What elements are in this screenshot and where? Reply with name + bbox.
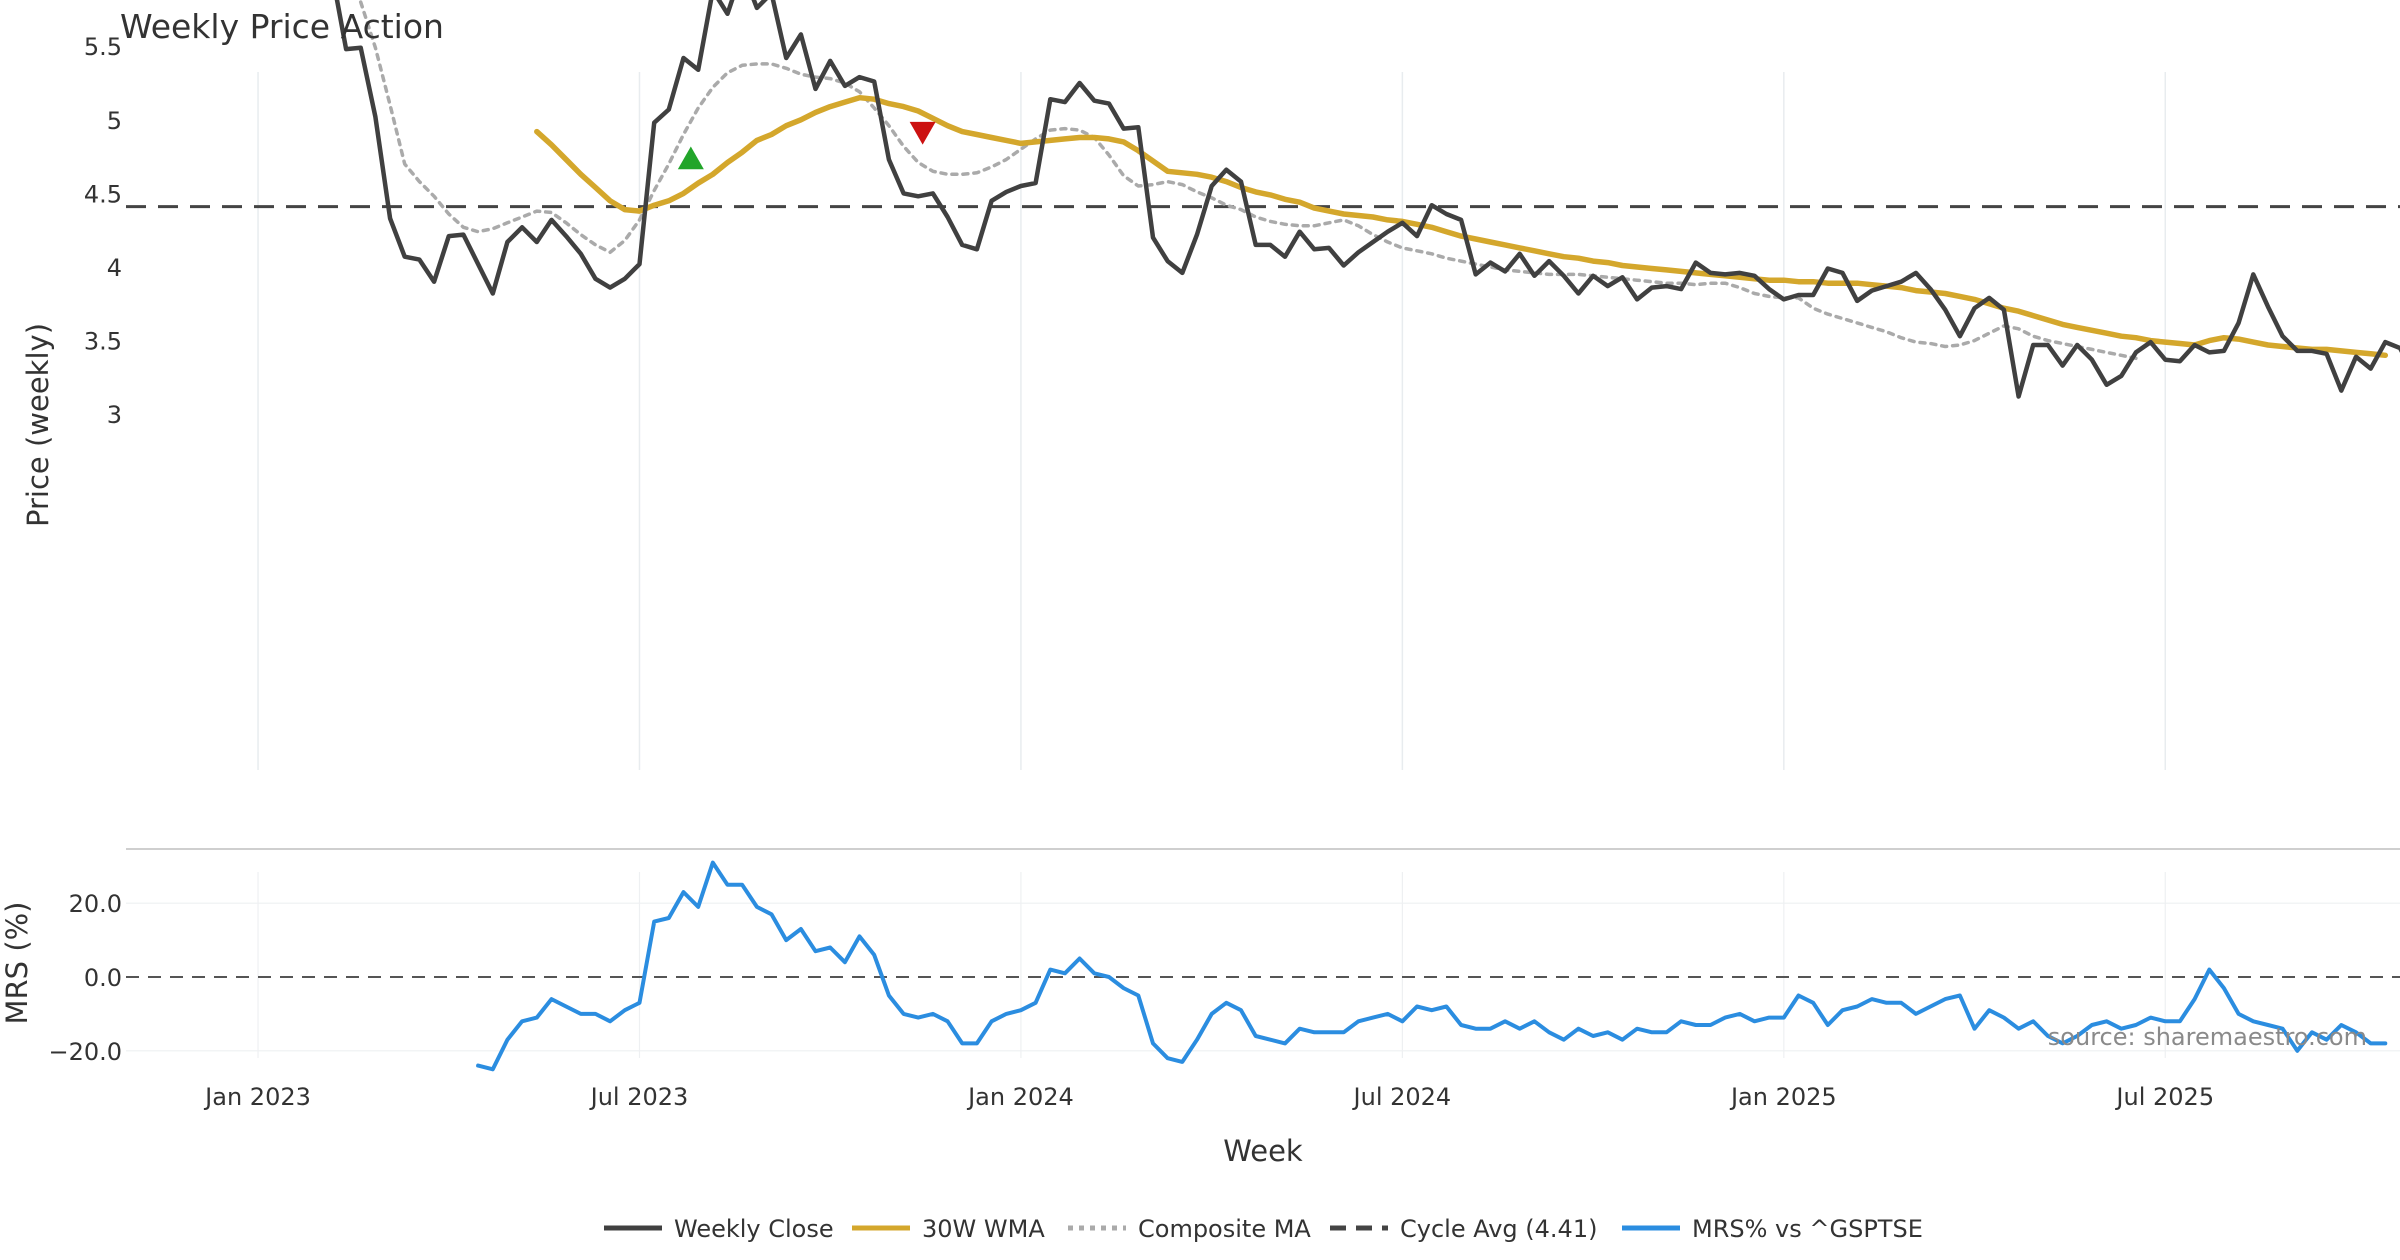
x-tick-label: Jan 2023: [203, 1083, 311, 1111]
mrs-y-tick-label: 0.0: [84, 964, 122, 992]
mrs-y-tick-label: −20.0: [48, 1038, 122, 1066]
x-tick-label: Jan 2025: [1729, 1083, 1837, 1111]
legend: Weekly Close 30W WMA Composite MA Cycle Avg…: [604, 1215, 1923, 1243]
price-y-tick-label: 4: [107, 254, 122, 282]
sell-signal-marker: [909, 121, 936, 145]
mrs-axis-label: MRS (%): [0, 902, 34, 1025]
x-tick-label: Jul 2025: [2114, 1083, 2214, 1111]
series-lines: [334, 0, 2400, 1072]
axis-labels: Jan 2023 Jul 2023 Jan 2024 Jul 2024 Jan 2025…: [48, 33, 2214, 1111]
signal-markers: [677, 121, 936, 170]
legend-label: Weekly Close: [674, 1215, 834, 1243]
legend-label: Composite MA: [1138, 1215, 1311, 1243]
grid-layer: [126, 72, 2400, 1058]
weekly-close-line: [334, 0, 2400, 399]
legend-label: 30W WMA: [922, 1215, 1045, 1243]
price-axis-label: Price (weekly): [21, 323, 55, 527]
price-y-tick-label: 5.5: [84, 33, 122, 61]
buy-signal-marker: [677, 146, 704, 170]
x-axis-title: Week: [1223, 1134, 1303, 1168]
price-y-tick-label: 4.5: [84, 180, 122, 208]
price-y-tick-label: 3: [107, 401, 122, 429]
legend-label: Cycle Avg (4.41): [1400, 1215, 1597, 1243]
price-y-tick-label: 5: [107, 107, 122, 135]
reference-lines: [126, 205, 2400, 978]
x-tick-label: Jan 2024: [966, 1083, 1074, 1111]
mrs-y-tick-label: 20.0: [69, 890, 122, 918]
chart-title: Weekly Price Action: [120, 7, 444, 46]
wma-30w-line: [534, 94, 2389, 359]
mrs-line: [476, 860, 2388, 1072]
composite-ma-line: [358, 0, 2138, 361]
x-tick-label: Jul 2024: [1352, 1083, 1452, 1111]
source-note: source: sharemaestro.com: [2048, 1023, 2367, 1051]
price-y-tick-label: 3.5: [84, 328, 122, 356]
legend-label: MRS% vs ^GSPTSE: [1692, 1215, 1923, 1243]
x-tick-label: Jul 2023: [589, 1083, 689, 1111]
